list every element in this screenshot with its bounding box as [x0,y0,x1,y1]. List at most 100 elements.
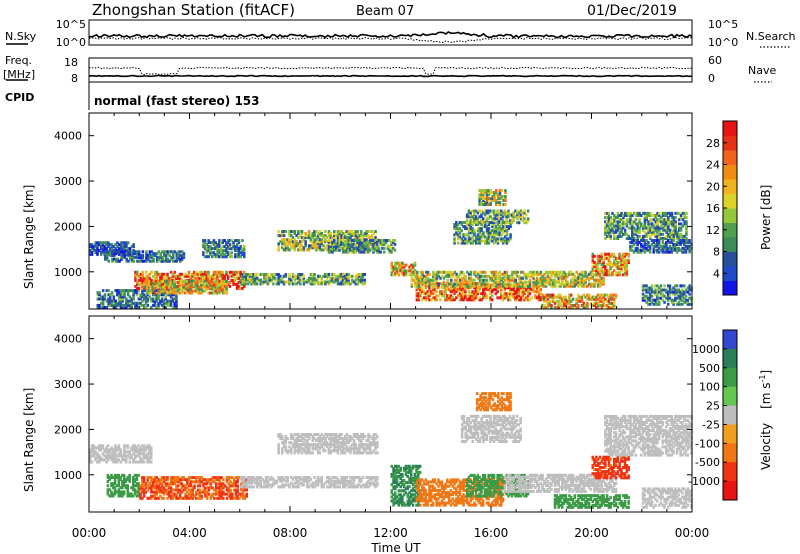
data-cell [480,298,483,302]
data-cell [90,448,94,452]
data-cell [552,293,555,297]
data-cell [623,258,627,262]
data-cell [613,269,616,273]
data-cell [536,282,539,286]
data-cell [125,299,128,303]
data-cell [297,236,300,240]
data-cell [571,280,575,284]
data-cell [169,278,173,282]
data-cell [659,224,663,228]
data-cell [450,280,453,284]
data-cell [286,238,289,242]
data-cell [489,201,492,204]
data-cell [132,460,135,464]
data-cell [146,291,149,295]
data-cell [514,284,517,288]
data-cell [562,306,566,309]
data-cell [170,257,173,261]
data-cell [392,267,395,271]
data-cell [537,272,541,276]
data-cell [367,244,370,248]
data-cell [467,298,471,302]
data-cell [683,246,686,250]
data-cell [139,486,142,490]
data-cell [489,290,492,294]
data-cell [146,458,149,462]
data-cell [410,265,413,269]
data-cell [103,306,107,309]
data-cell [350,242,354,246]
data-cell [239,274,242,278]
data-cell [279,280,282,284]
data-cell [168,299,171,303]
data-cell [209,283,212,287]
data-cell [478,203,481,206]
data-cell [455,225,458,229]
data-cell [504,191,507,195]
data-cell [591,265,594,269]
data-cell [614,273,618,277]
data-cell [338,244,341,248]
data-cell [476,237,480,241]
data-cell [300,244,304,248]
data-cell [302,282,306,286]
data-cell [607,263,611,266]
data-cell [437,286,440,290]
data-cell [166,476,169,480]
data-cell [505,296,508,300]
data-cell [325,280,329,284]
data-cell [475,282,478,286]
data-cell [218,239,221,243]
data-cell [392,265,395,269]
data-cell [666,290,670,294]
data-cell [500,223,503,226]
data-cell [421,282,424,286]
data-cell [564,282,568,286]
data-cell [167,283,171,287]
data-cell [196,274,200,278]
data-cell [331,236,334,240]
data-cell [595,306,598,309]
data-cell [650,230,654,234]
data-cell [284,280,288,284]
data-region-2 [96,289,178,309]
data-cell [528,280,532,284]
data-cell [607,230,611,234]
data-cell [602,301,605,305]
data-cell [578,295,582,299]
data-cell [685,216,688,220]
data-cell [514,209,517,213]
data-cell [636,224,639,228]
data-cell [509,284,512,288]
data-cell [654,239,657,242]
data-cell [329,240,332,244]
data-cell [320,282,323,286]
data-cell [460,237,463,241]
data-cell [109,250,112,254]
data-cell [125,249,128,252]
data-cell [379,240,382,244]
data-cell [352,280,356,284]
data-cell [374,248,377,252]
data-cell [218,285,221,289]
data-cell [600,263,603,266]
nave-trace [88,66,693,76]
data-cell [442,286,445,290]
data-cell [604,224,607,228]
data-cell [162,306,166,309]
data-cell [114,450,117,454]
data-cell [155,480,158,484]
data-cell [343,232,347,235]
y-tick-label: 3000 [54,175,82,188]
data-cell [632,228,636,232]
data-cell [482,231,485,235]
data-cell [667,211,670,215]
data-cell [158,289,162,293]
data-cell [307,234,311,238]
data-cell [591,267,594,271]
data-cell [478,209,481,213]
data-cell [474,215,478,219]
data-cell [99,252,103,256]
data-cell [575,297,578,301]
data-cell [155,490,158,494]
